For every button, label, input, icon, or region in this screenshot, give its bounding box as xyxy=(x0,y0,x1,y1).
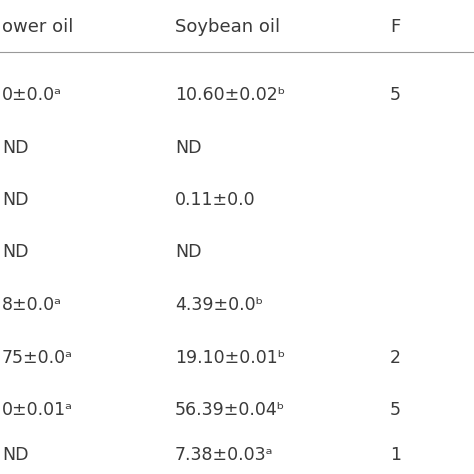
Text: 5: 5 xyxy=(390,86,401,104)
Text: 75±0.0ᵃ: 75±0.0ᵃ xyxy=(2,349,73,367)
Text: 56.39±0.04ᵇ: 56.39±0.04ᵇ xyxy=(175,401,285,419)
Text: 8±0.0ᵃ: 8±0.0ᵃ xyxy=(2,296,62,314)
Text: Soybean oil: Soybean oil xyxy=(175,18,280,36)
Text: F: F xyxy=(390,18,400,36)
Text: 0±0.0ᵃ: 0±0.0ᵃ xyxy=(2,86,62,104)
Text: ND: ND xyxy=(2,191,28,209)
Text: 0.11±0.0: 0.11±0.0 xyxy=(175,191,255,209)
Text: 0±0.01ᵃ: 0±0.01ᵃ xyxy=(2,401,73,419)
Text: 5: 5 xyxy=(390,401,401,419)
Text: 1: 1 xyxy=(390,446,401,464)
Text: 19.10±0.01ᵇ: 19.10±0.01ᵇ xyxy=(175,349,285,367)
Text: ND: ND xyxy=(175,139,201,157)
Text: 10.60±0.02ᵇ: 10.60±0.02ᵇ xyxy=(175,86,285,104)
Text: ND: ND xyxy=(2,446,28,464)
Text: ND: ND xyxy=(2,243,28,261)
Text: 4.39±0.0ᵇ: 4.39±0.0ᵇ xyxy=(175,296,263,314)
Text: ND: ND xyxy=(175,243,201,261)
Text: ND: ND xyxy=(2,139,28,157)
Text: 2: 2 xyxy=(390,349,401,367)
Text: 7.38±0.03ᵃ: 7.38±0.03ᵃ xyxy=(175,446,273,464)
Text: ower oil: ower oil xyxy=(2,18,73,36)
